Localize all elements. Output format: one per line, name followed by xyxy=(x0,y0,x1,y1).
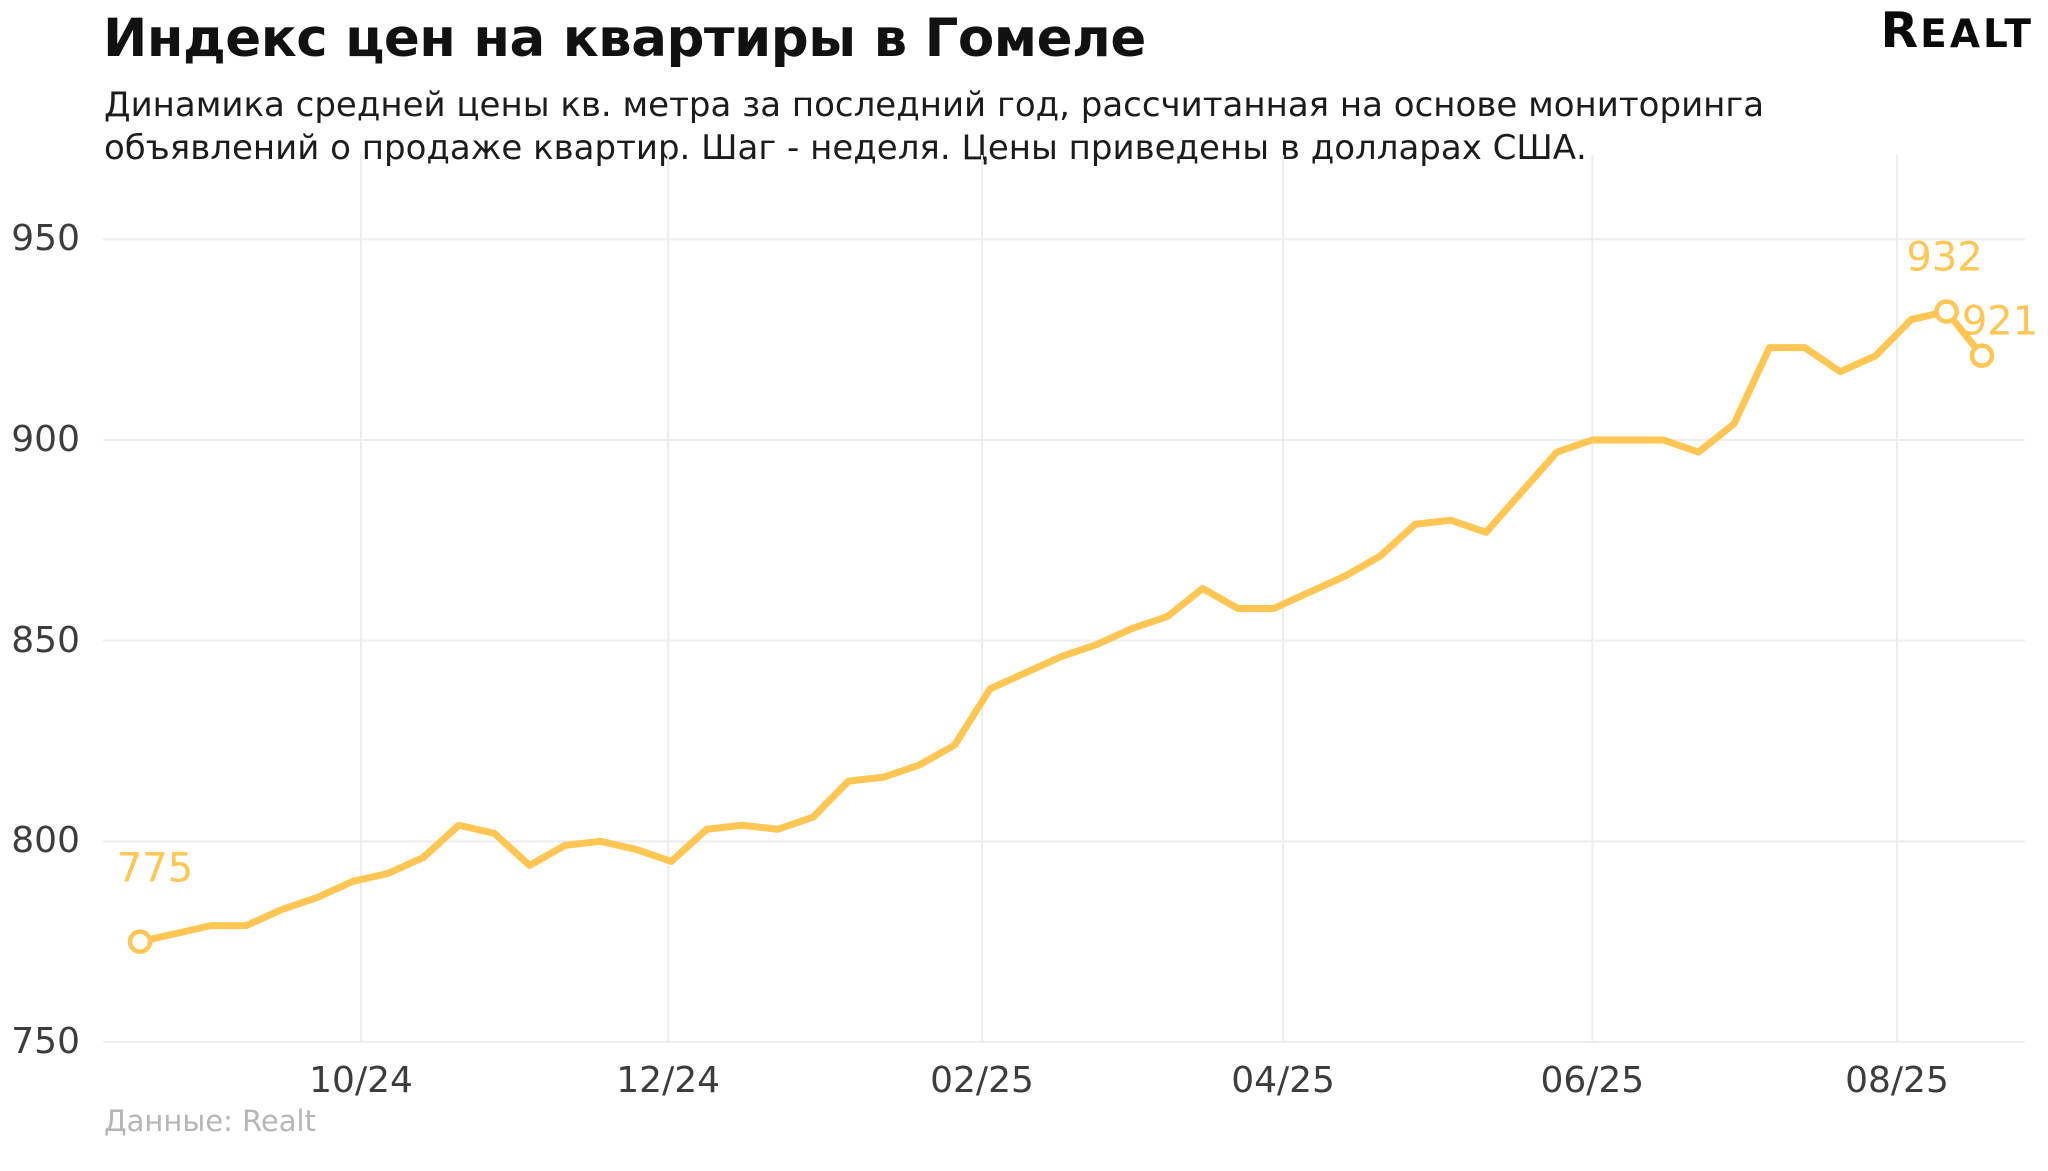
x-axis-tick-label: 04/25 xyxy=(1231,1060,1335,1101)
data-point-marker xyxy=(1969,343,1995,368)
data-point-marker xyxy=(127,929,153,954)
x-axis-tick-label: 12/24 xyxy=(616,1060,721,1101)
x-axis-tick-label: 08/25 xyxy=(1845,1060,1949,1101)
y-axis-tick-label: 750 xyxy=(11,1021,80,1062)
page-subtitle-line-2: объявлений о продаже квартир. Шаг - неде… xyxy=(104,128,1587,168)
realt-logo: REALT xyxy=(1880,2,2034,59)
x-axis-tick-label: 02/25 xyxy=(930,1060,1034,1101)
data-source-note: Данные: Realt xyxy=(104,1104,316,1138)
x-axis-tick-label: 10/24 xyxy=(309,1060,413,1101)
realt-logo-first-letter: R xyxy=(1880,2,1921,59)
point-annotation: 921 xyxy=(1962,299,2038,345)
price-line xyxy=(136,308,1986,946)
page-subtitle: Динамика средней цены кв. метра за после… xyxy=(104,84,1764,170)
y-axis-tick-label: 900 xyxy=(11,418,80,460)
realt-logo-rest: EALT xyxy=(1920,12,2034,57)
page-subtitle-line-1: Динамика средней цены кв. метра за после… xyxy=(104,85,1765,125)
point-annotation: 775 xyxy=(117,846,193,892)
data-point-marker xyxy=(1934,299,1959,324)
point-annotation: 932 xyxy=(1906,235,1982,281)
x-axis-tick-label: 06/25 xyxy=(1540,1060,1645,1101)
y-axis-tick-label: 950 xyxy=(11,218,80,260)
y-axis-tick-label: 850 xyxy=(11,619,80,661)
y-axis-tick-label: 800 xyxy=(11,820,80,862)
page-title: Индекс цен на квартиры в Гомеле xyxy=(103,8,1146,69)
